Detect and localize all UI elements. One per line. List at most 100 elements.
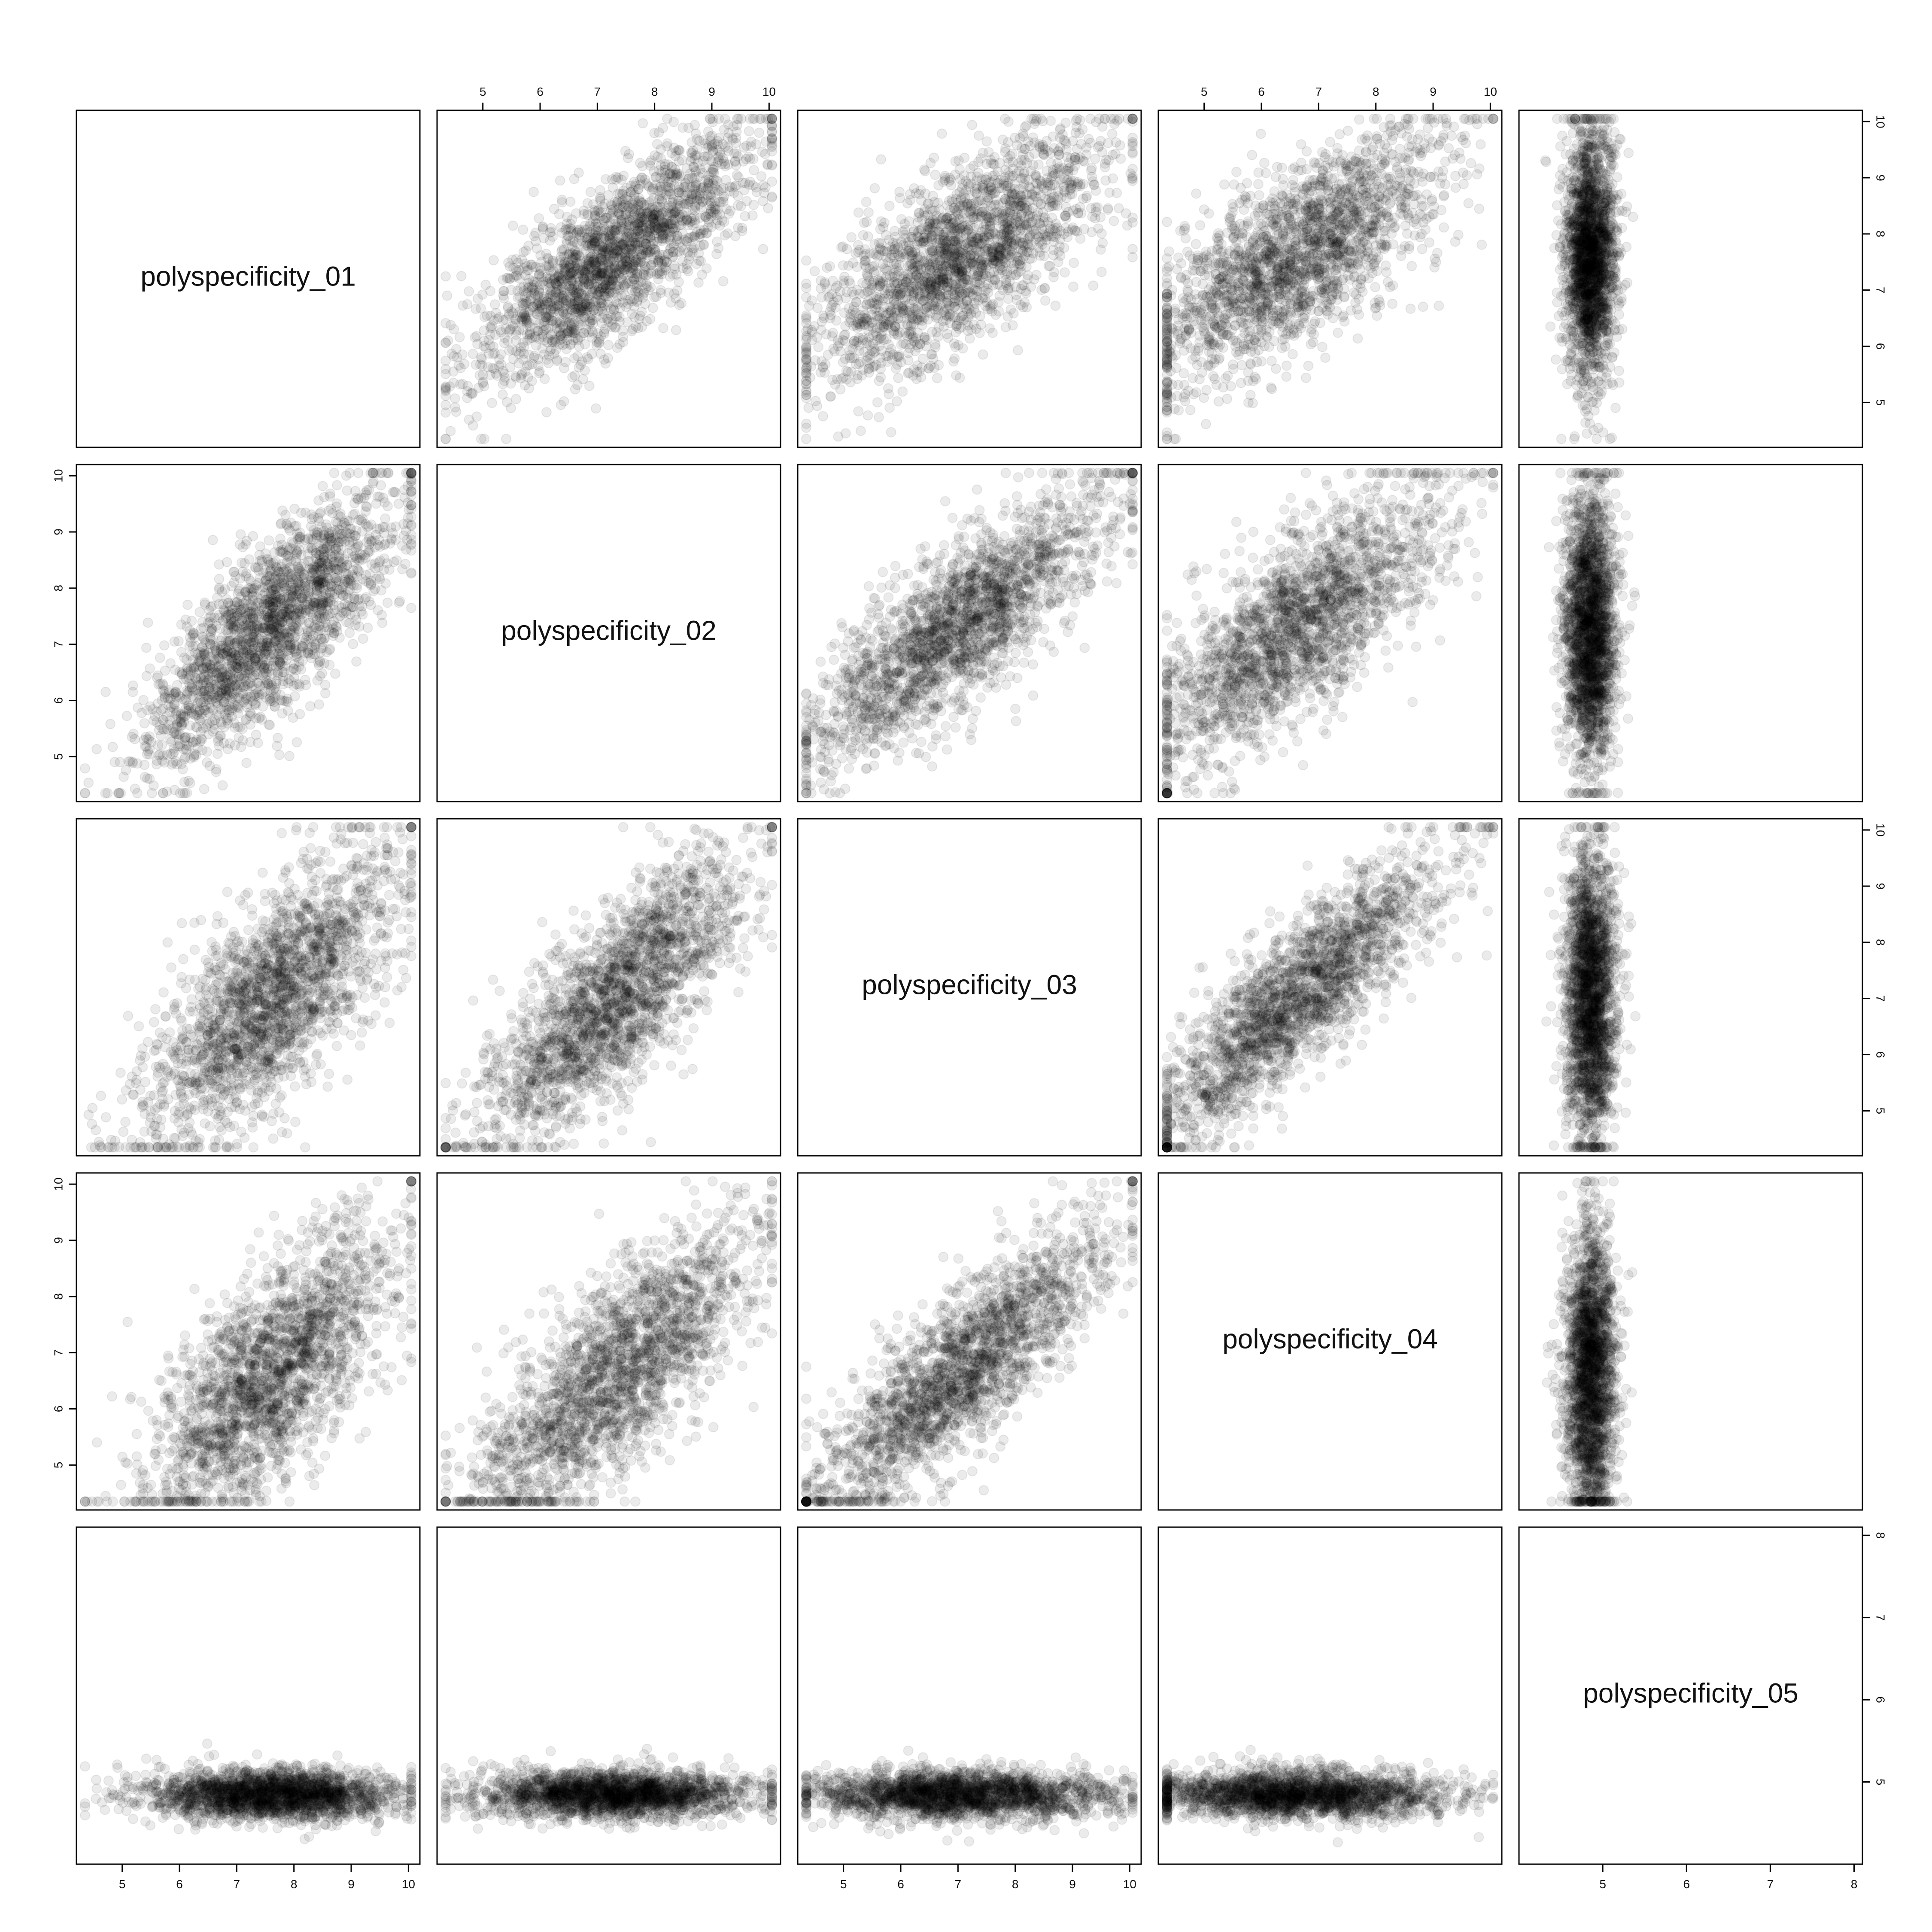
data-point [690,188,701,199]
data-point [559,363,569,374]
data-point [614,282,624,292]
data-point [591,311,602,322]
data-point [567,241,577,252]
data-point [732,170,742,180]
data-point [563,276,574,287]
data-point [1086,227,1097,237]
data-point [708,156,718,167]
data-point [662,228,673,239]
data-point [529,352,539,363]
data-point [514,264,525,275]
data-point [614,208,625,219]
data-point [899,219,910,229]
data-point [1040,295,1051,306]
data-point [665,297,676,308]
data-point [893,373,904,383]
data-point [536,256,547,267]
data-point [498,286,509,296]
data-point [691,258,702,269]
data-point [534,213,544,224]
data-point [523,288,533,298]
data-point [1023,270,1033,281]
data-point [451,344,462,355]
data-point [477,289,488,300]
data-point [565,338,576,349]
data-point [495,325,506,335]
data-point [538,316,549,327]
data-point [950,342,961,352]
data-point [649,292,659,303]
data-point [622,255,632,266]
data-point [737,223,747,234]
data-point [707,131,717,141]
data-point [711,175,721,185]
data-point [650,223,660,234]
data-point [653,127,664,138]
data-point [736,113,747,124]
data-point [703,178,714,188]
data-point [626,187,636,197]
data-point [635,222,645,232]
data-point [545,285,556,296]
data-point [592,337,602,347]
data-point [688,161,699,172]
data-point [703,175,714,185]
data-point [681,207,692,218]
data-point [534,287,545,298]
data-point [675,212,686,222]
data-point [553,307,564,317]
data-point [695,240,706,251]
data-point [566,318,577,328]
data-point [611,222,621,232]
data-point [959,152,970,163]
data-point [499,338,510,349]
data-point [573,292,584,303]
data-point [562,308,572,319]
data-point [809,266,820,276]
data-point [624,237,635,248]
data-point [694,171,705,182]
data-point [1074,128,1085,139]
data-point [648,210,659,220]
data-point [586,275,596,286]
data-point [670,222,681,233]
data-point [665,168,676,179]
data-point [589,296,600,307]
data-point [705,189,715,200]
data-point [578,276,589,287]
data-point [827,374,838,385]
data-point [639,264,650,275]
data-point [968,161,979,171]
data-point [1039,283,1050,293]
data-point [869,261,879,271]
data-point [738,177,748,188]
data-point [670,207,681,217]
data-point [598,280,608,291]
data-point [605,238,616,249]
data-point [590,270,601,281]
data-point [700,194,711,205]
data-point [1003,293,1014,304]
data-point [517,314,528,325]
data-point [602,244,613,255]
data-point [581,269,592,280]
data-point [497,389,508,400]
data-point [536,303,547,313]
data-point [588,256,598,267]
data-point [938,273,948,284]
data-point [1041,234,1052,245]
data-point [724,182,735,192]
data-point [442,290,453,301]
data-point [541,312,551,322]
data-point [633,218,644,229]
data-point [668,117,679,128]
data-point [440,434,451,444]
data-point [588,318,598,329]
data-point [1034,141,1045,152]
data-point [900,339,911,349]
data-point [690,178,701,188]
data-point [622,258,632,269]
data-point [636,212,647,222]
data-point [1085,137,1096,148]
data-point [597,283,608,294]
